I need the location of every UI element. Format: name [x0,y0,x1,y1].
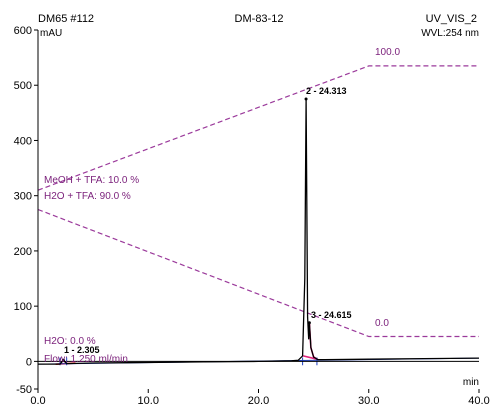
gradient-a-start-label: H2O + TFA: 90.0 % [44,191,131,202]
gradient-a-end-label: 0.0 [375,318,389,329]
gradient-b-end-label: 100.0 [375,47,400,58]
y-tick-label-7: 600 [14,25,32,37]
y-tick-label-2: 100 [14,301,32,313]
peak-label-2: 2 - 24.313 [306,86,347,96]
peak-label-1: 1 - 2.305 [64,345,100,355]
chart-title: DM-83-12 [235,13,284,25]
x-axis-label: min [463,377,479,388]
y-tick-label-4: 300 [14,191,32,203]
flow-label: Flow: 1.250 ml/min [44,354,128,365]
header-right: UV_VIS_2 [426,13,477,25]
x-tick-label-2: 20.0 [248,395,269,407]
y-tick-label-6: 500 [14,80,32,92]
chromatogram-trace [38,98,480,365]
y-unit-label: mAU [40,28,62,39]
x-tick-label-0: 0.0 [30,395,45,407]
y-tick-label-0: -50 [16,384,32,396]
wavelength-label: WVL:254 nm [421,28,479,39]
peak-label-3: 3 - 24.615 [311,310,352,320]
gradient-other-label: H2O: 0.0 % [44,336,96,347]
header-left: DM65 #112 [38,13,94,25]
peak-marker-3 [307,321,311,325]
x-tick-label-1: 10.0 [138,395,159,407]
gradient-lines [37,65,479,338]
peak-2-integration [302,355,318,360]
peak-marker-2 [304,97,308,101]
gradient-line-b [37,65,479,191]
gradient-b-start-label: MeOH + TFA: 10.0 % [44,175,139,186]
gradient-line-a [37,208,479,338]
x-tick-label-3: 30.0 [358,395,379,407]
y-tick-label-5: 400 [14,135,32,147]
chromatogram-marks [37,97,480,366]
y-tick-label-1: 0 [26,356,32,368]
y-tick-label-3: 200 [14,246,32,258]
axis-ticks: -50 0 100 200 300 400 500 600 0.0 10.0 20.0 30.0 40.… [14,25,490,407]
x-tick-label-4: 40.0 [468,395,489,407]
